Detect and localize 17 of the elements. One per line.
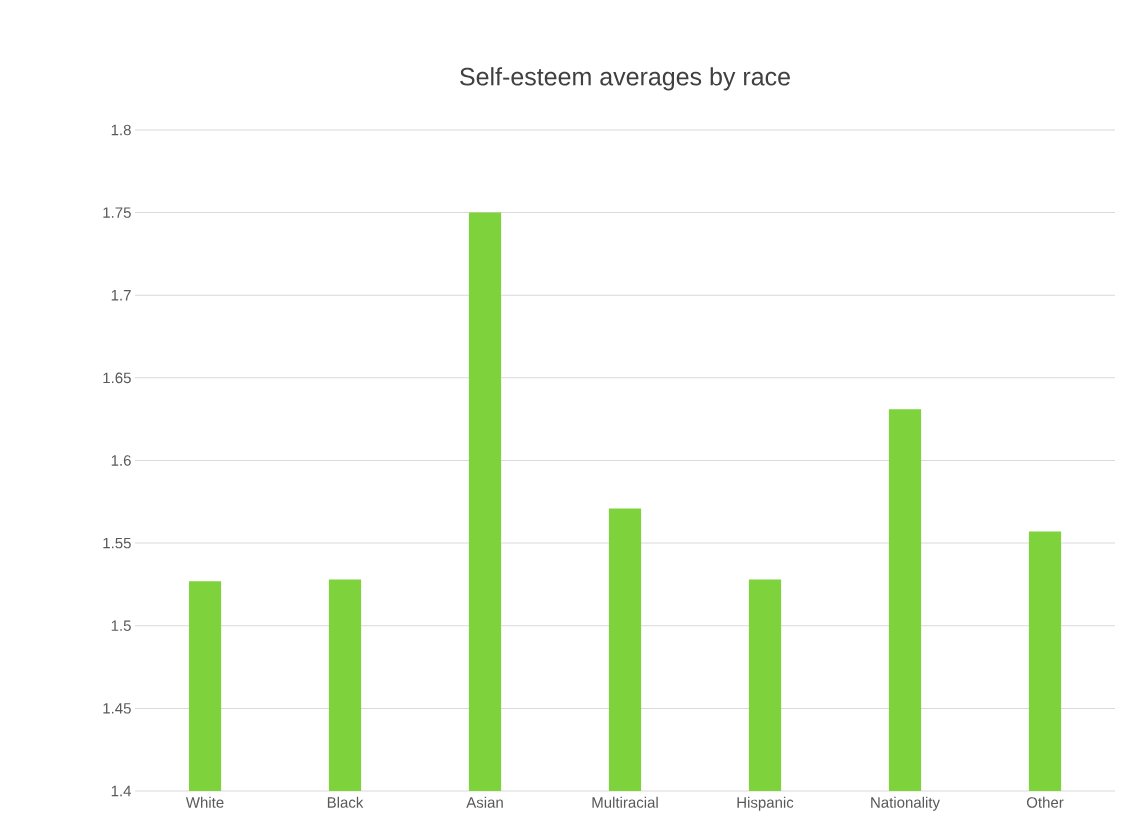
y-tick-label: 1.55 <box>103 537 131 549</box>
y-tick-label: 1.8 <box>111 124 131 136</box>
chart-title: Self-esteem averages by race <box>460 67 790 91</box>
x-tick-label: Hispanic <box>737 796 794 811</box>
x-tick-label: Other <box>1026 796 1064 808</box>
x-tick-label: Multiracial <box>592 796 658 808</box>
y-tick-label: 1.7 <box>111 290 131 301</box>
x-tick-label: White <box>185 796 224 808</box>
y-tick-label: 1.5 <box>111 620 131 631</box>
y-tick-label: 1.6 <box>111 455 131 466</box>
y-tick-label: 1.45 <box>103 703 131 714</box>
y-tick-label: 1.75 <box>103 207 131 218</box>
y-tick-label: 1.65 <box>103 372 131 384</box>
x-tick-label: Asian <box>466 796 503 808</box>
y-tick-label: 1.4 <box>111 785 132 797</box>
x-tick-label: Black <box>327 796 364 808</box>
x-tick-label: Nationality <box>871 796 940 811</box>
